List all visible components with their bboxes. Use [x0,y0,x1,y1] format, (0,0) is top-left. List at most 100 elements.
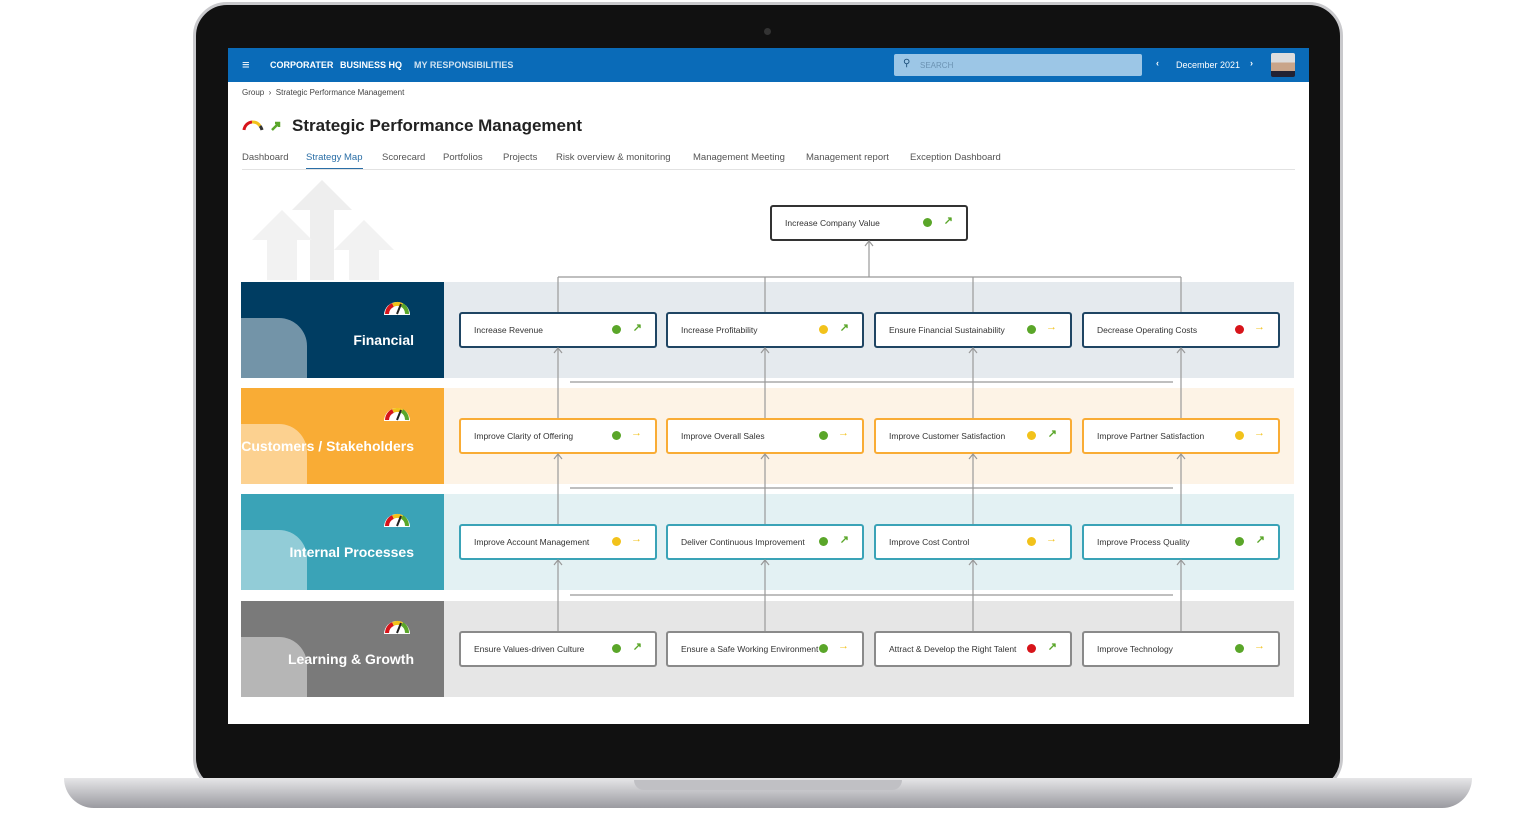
trend-right-icon: → [1046,321,1057,333]
objective-node[interactable]: Attract & Develop the Right Talent ↗ [874,631,1072,667]
period-label[interactable]: December 2021 [1176,60,1241,70]
objective-node[interactable]: Improve Account Management → [459,524,657,560]
objective-node[interactable]: Improve Process Quality ↗ [1082,524,1280,560]
trend-up-icon: ↗ [839,322,849,334]
objective-node[interactable]: Improve Technology → [1082,631,1280,667]
status-dot-icon [1235,325,1244,334]
objective-label: Improve Overall Sales [681,431,765,441]
camera [764,28,771,35]
objective-node[interactable]: Ensure Values-driven Culture ↗ [459,631,657,667]
search-icon: ⚲ [903,58,911,69]
perspective-panel[interactable]: Customers / Stakeholders [241,388,444,484]
perspective-name: Internal Processes [289,543,414,560]
tab-management-report[interactable]: Management report [806,152,889,163]
trend-up-icon: ↗ [632,322,642,334]
tab-scorecard[interactable]: Scorecard [382,152,426,163]
objective-label: Ensure a Safe Working Environment [681,644,819,654]
prev-period-button[interactable]: ‹ [1156,58,1159,68]
trend-right-icon: → [838,427,849,439]
perspective-illustration-icon [241,530,307,590]
next-period-button[interactable]: › [1250,58,1253,68]
status-dot-icon [1235,644,1244,653]
perspective-name: Customers / Stakeholders [241,437,414,454]
tab-portfolios[interactable]: Portfolios [443,152,483,163]
objective-label: Improve Account Management [474,537,590,547]
objective-label: Improve Process Quality [1097,537,1190,547]
trend-right-icon: → [1254,640,1265,652]
tab-exception-dashboard[interactable]: Exception Dashboard [910,152,1001,163]
perspective-band-2: Internal Processes [241,494,1294,590]
objective-node[interactable]: Improve Clarity of Offering → [459,418,657,454]
status-dot-icon [819,644,828,653]
objective-label: Ensure Values-driven Culture [474,644,585,654]
perspective-panel[interactable]: Internal Processes [241,494,444,590]
objective-label: Improve Customer Satisfaction [889,431,1006,441]
perspective-illustration-icon [241,424,307,484]
objective-label: Decrease Operating Costs [1097,325,1198,335]
trend-up-icon: ↗ [1047,428,1057,440]
trend-right-icon: → [1254,427,1265,439]
menu-icon[interactable]: ≡ [242,57,250,72]
breadcrumb-current: Strategic Performance Management [275,88,405,97]
objective-label: Increase Profitability [681,325,758,335]
trend-right-icon: → [1254,321,1265,333]
trend-up-icon: ↗ [1255,534,1265,546]
tab-dashboard[interactable]: Dashboard [242,152,289,163]
trend-right-icon: → [1046,533,1057,545]
objective-node[interactable]: Decrease Operating Costs → [1082,312,1280,348]
trend-up-icon: ↗ [943,215,953,227]
status-dot-icon [1027,644,1036,653]
status-dot-icon [819,431,828,440]
status-dot-icon [612,537,621,546]
goal-node[interactable]: Increase Company Value ↗ [770,205,968,241]
objective-label: Deliver Continuous Improvement [681,537,805,547]
search-input[interactable]: ⚲ SEARCH [894,54,1142,76]
perspective-illustration-icon [241,637,307,697]
objective-node[interactable]: Deliver Continuous Improvement ↗ [666,524,864,560]
trend-up-icon: ↗ [839,534,849,546]
top-bar: ≡ CORPORATER BUSINESS HQ MY RESPONSIBILI… [228,48,1309,82]
status-dot-icon [1027,431,1036,440]
nav-business-hq[interactable]: BUSINESS HQ [340,60,403,70]
objective-node[interactable]: Improve Partner Satisfaction → [1082,418,1280,454]
gauge-icon [384,620,410,634]
perspective-name: Learning & Growth [288,650,414,667]
goal-label: Increase Company Value [785,218,880,228]
perspective-panel[interactable]: Financial [241,282,444,378]
objective-node[interactable]: Improve Customer Satisfaction ↗ [874,418,1072,454]
logo[interactable]: CORPORATER [270,60,334,70]
breadcrumb-group[interactable]: Group [242,88,265,97]
objective-node[interactable]: Ensure a Safe Working Environment → [666,631,864,667]
search-placeholder: SEARCH [920,61,954,70]
objective-node[interactable]: Ensure Financial Sustainability → [874,312,1072,348]
objective-label: Increase Revenue [474,325,543,335]
page-title: Strategic Performance Management [292,116,583,135]
status-dot-icon [612,644,621,653]
perspective-panel[interactable]: Learning & Growth [241,601,444,697]
tab-divider [242,169,1295,170]
tab-projects[interactable]: Projects [503,152,538,163]
objective-node[interactable]: Increase Profitability ↗ [666,312,864,348]
tab-risk-overview-monitoring[interactable]: Risk overview & monitoring [556,152,671,163]
gauge-icon [384,407,410,421]
status-dot-icon [819,537,828,546]
objective-node[interactable]: Improve Cost Control → [874,524,1072,560]
gauge-icon [384,513,410,527]
breadcrumb: Group › Strategic Performance Management [242,88,405,97]
trend-right-icon: → [631,533,642,545]
objective-node[interactable]: Increase Revenue ↗ [459,312,657,348]
objective-label: Improve Technology [1097,644,1173,654]
status-dot-icon [1235,431,1244,440]
objective-node[interactable]: Improve Overall Sales → [666,418,864,454]
gauge-trend-icon [242,120,281,131]
avatar[interactable] [1271,53,1295,77]
status-dot-icon [612,431,621,440]
app-screen: ≡ CORPORATER BUSINESS HQ MY RESPONSIBILI… [228,48,1309,724]
connector-lines [553,240,1186,631]
nav-my-responsibilities[interactable]: MY RESPONSIBILITIES [414,60,514,70]
tab-management-meeting[interactable]: Management Meeting [693,152,785,163]
objective-label: Ensure Financial Sustainability [889,325,1005,335]
objective-label: Improve Clarity of Offering [474,431,574,441]
trend-up-icon: ↗ [1047,641,1057,653]
laptop-notch [634,780,902,790]
